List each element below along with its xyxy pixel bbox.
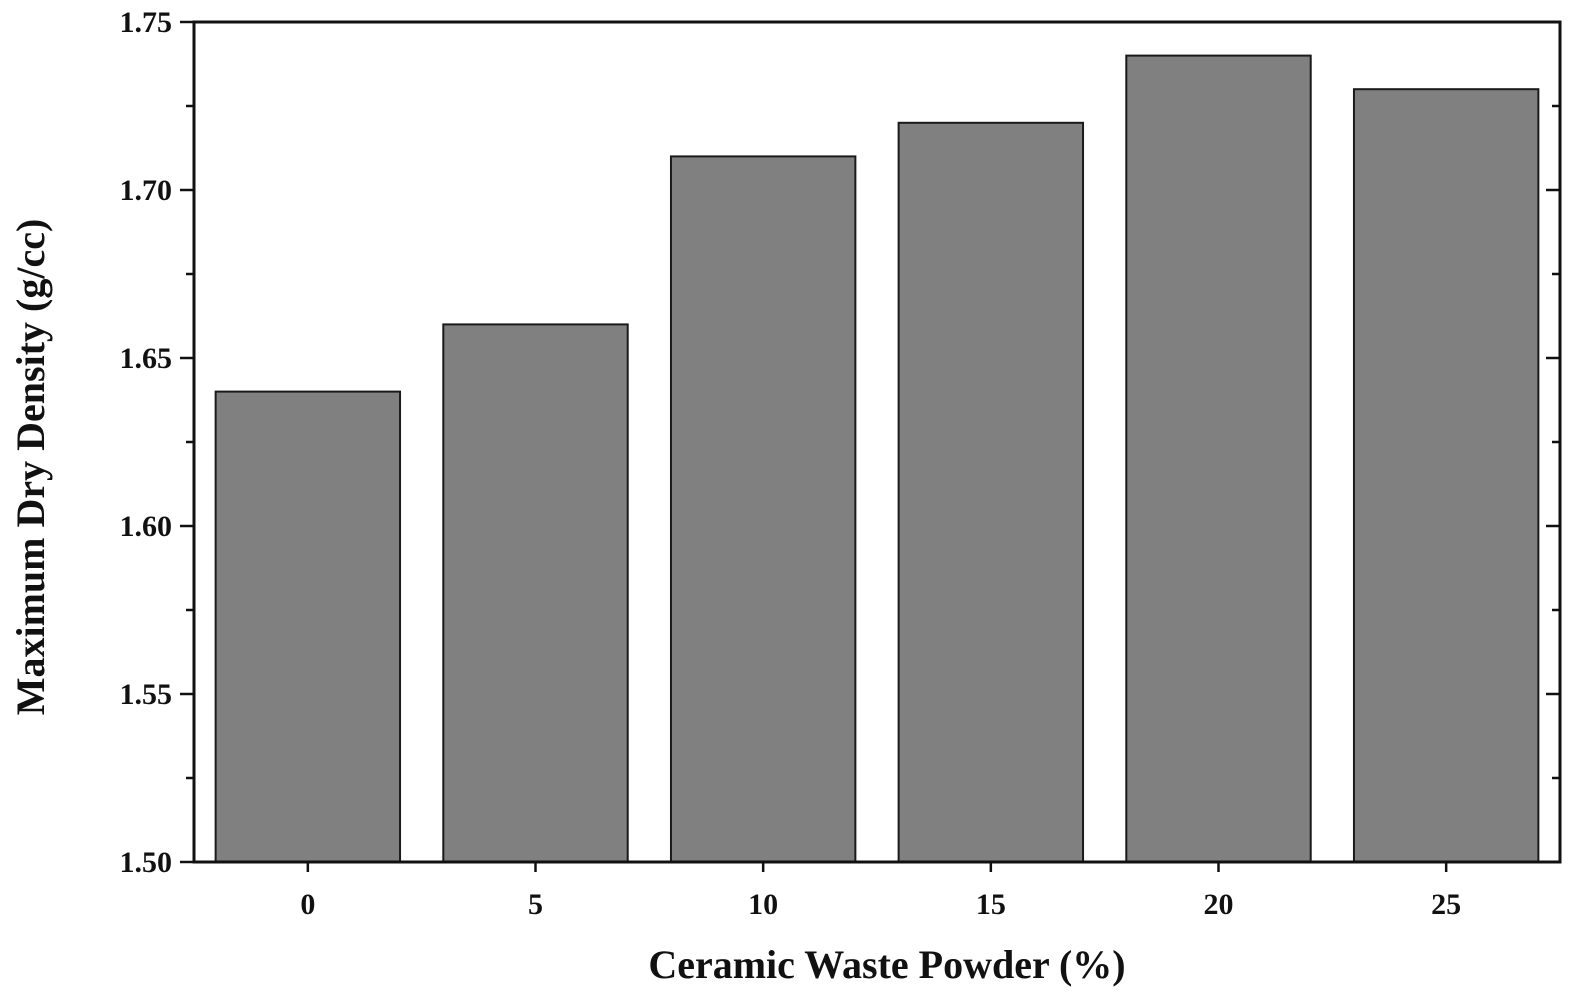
y-tick-label: 1.60 — [120, 510, 173, 543]
plot-frame — [192, 20, 1562, 864]
y-tick-label: 1.55 — [120, 678, 173, 711]
bar-15 — [897, 121, 1085, 864]
y-ticks-group: 1.50 1.55 1.60 1.65 1.70 1.75 — [120, 6, 1560, 879]
y-tick-label: 1.65 — [120, 342, 173, 375]
x-tick-label: 15 — [976, 888, 1006, 921]
bars-group — [214, 54, 1540, 864]
x-tick-label: 5 — [528, 888, 543, 921]
bar-25 — [1352, 88, 1540, 863]
x-tick-label: 25 — [1431, 888, 1461, 921]
y-tick-label: 1.75 — [120, 6, 173, 39]
y-tick-label: 1.50 — [120, 846, 173, 879]
x-ticks-group: 0 5 10 15 20 25 — [300, 862, 1461, 921]
y-tick-label: 1.70 — [120, 174, 173, 207]
x-tick-label: 20 — [1204, 888, 1234, 921]
bar-5 — [442, 323, 629, 863]
bar-20 — [1125, 54, 1312, 864]
x-axis-title: Ceramic Waste Powder (%) — [648, 942, 1125, 987]
bar-10 — [669, 155, 857, 863]
x-tick-label: 0 — [300, 888, 315, 921]
y-axis-title: Maximum Dry Density (g/cc) — [8, 219, 53, 716]
bar-0 — [214, 390, 402, 863]
x-tick-label: 10 — [748, 888, 778, 921]
